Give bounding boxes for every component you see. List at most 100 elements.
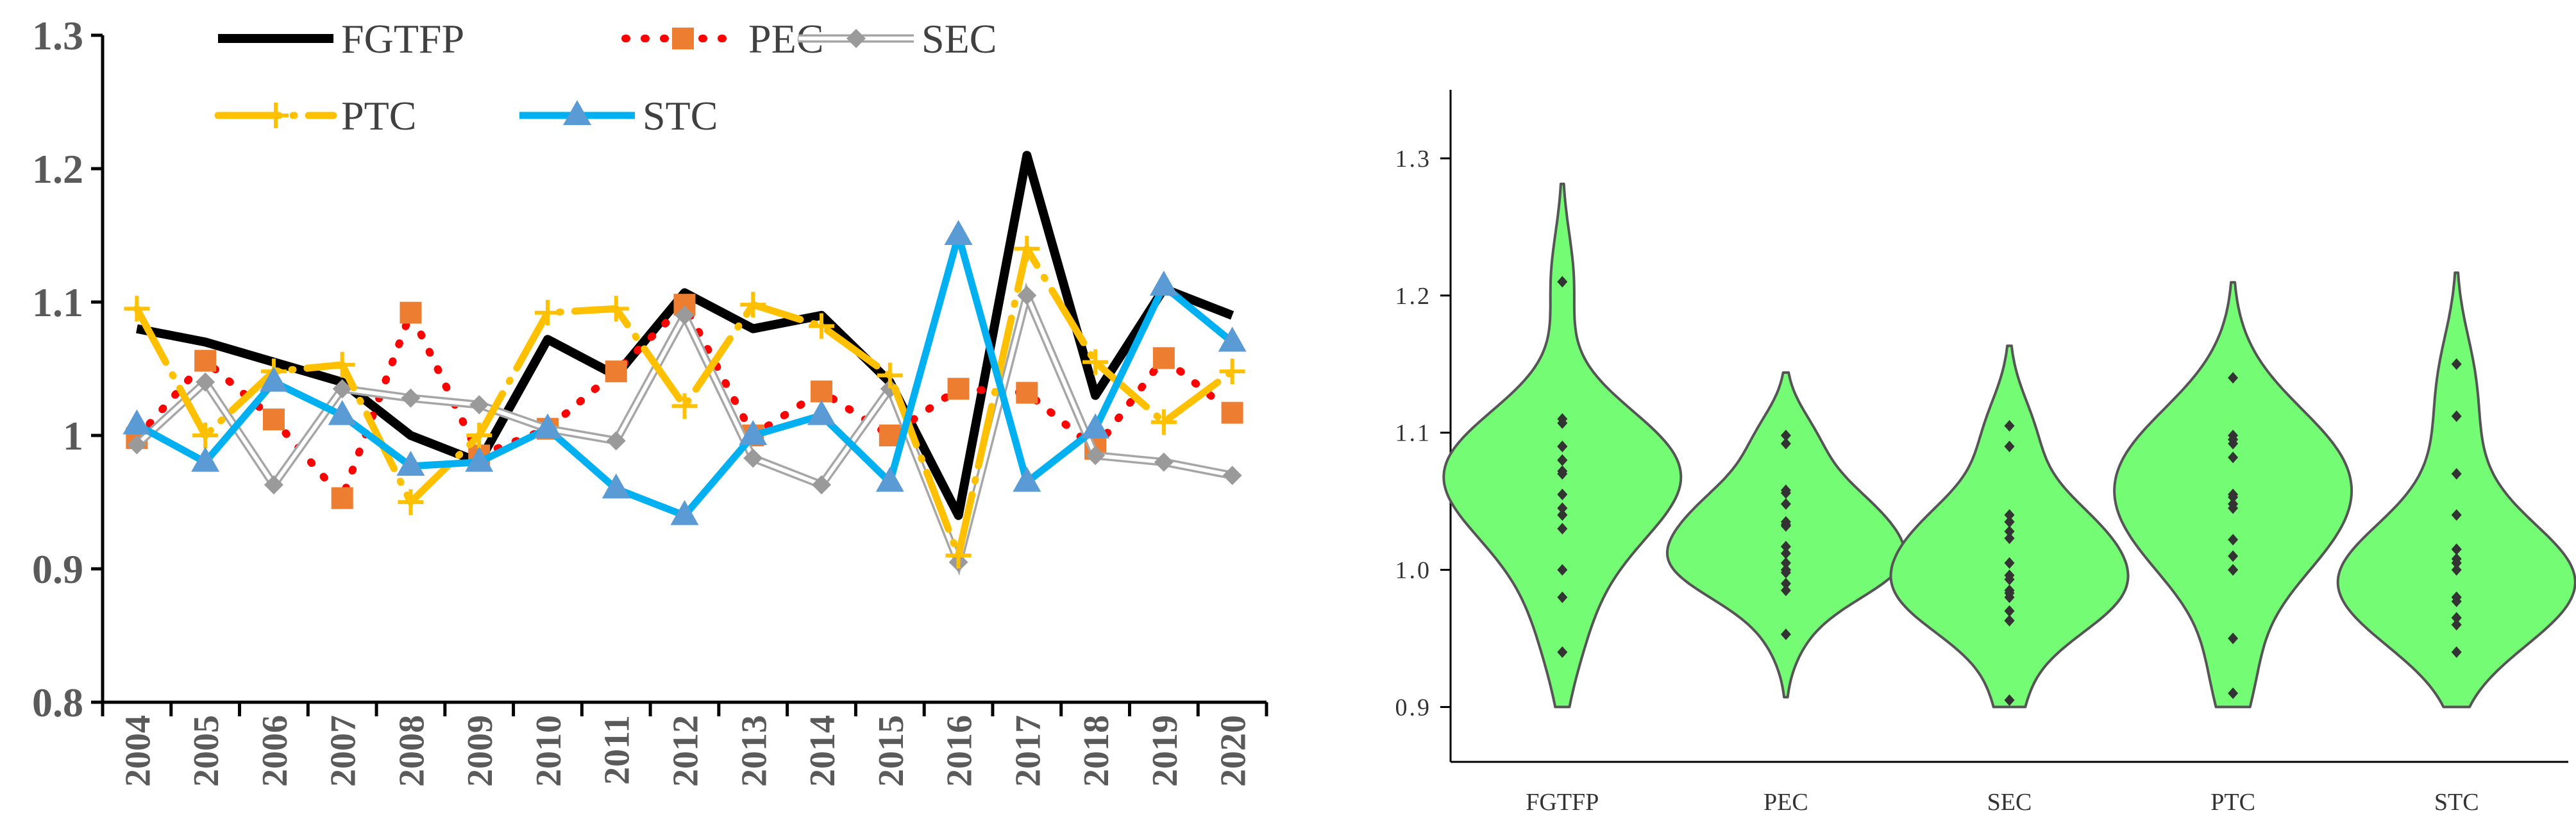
data-point-ptc — [466, 423, 492, 448]
data-point-pec — [1780, 628, 1791, 641]
data-point-sec — [469, 395, 489, 415]
data-point-stc — [944, 220, 973, 245]
data-point-stc — [1013, 466, 1041, 492]
data-point-ptc — [1014, 235, 1040, 262]
data-point-sec — [196, 372, 215, 392]
violin-body — [1665, 371, 1906, 699]
data-point-stc — [2451, 564, 2462, 576]
data-point-sec — [127, 435, 147, 455]
data-point-ptc — [2228, 632, 2239, 645]
line-chart-legend: FGTFP PEC SEC PTC STC — [214, 16, 997, 139]
data-point-stc — [1149, 271, 1178, 296]
data-point-pec — [1780, 498, 1791, 510]
data-point-sec — [2004, 694, 2015, 706]
data-point-stc — [1218, 326, 1247, 352]
data-point-pec — [262, 409, 285, 431]
line-chart-y-ticks: 0.8 0.9 1 1.1 1.2 1.3 — [32, 13, 103, 725]
y-tick-label: 1.3 — [1395, 146, 1432, 173]
data-point-ptc — [534, 299, 560, 326]
data-point-ptc — [2228, 372, 2239, 384]
data-point-sec — [2004, 509, 2015, 521]
data-point-ptc — [2228, 429, 2239, 441]
data-point-stc — [122, 409, 151, 435]
violin-stc — [2336, 271, 2576, 709]
x-tick-label: 2014 — [803, 715, 843, 787]
data-point-ptc — [2228, 451, 2239, 464]
data-point-pec — [1780, 584, 1791, 596]
data-point-sec — [2004, 605, 2015, 617]
data-point-pec — [1780, 520, 1791, 532]
data-point-pec — [1221, 401, 1243, 424]
data-point-ptc — [2228, 687, 2239, 700]
legend-entry-fgtfp: FGTFP — [218, 16, 464, 62]
data-point-stc — [807, 400, 836, 425]
x-tick-label: 2004 — [118, 715, 158, 787]
data-point-ptc — [329, 351, 355, 378]
y-tick-label: 0.9 — [1395, 694, 1432, 721]
data-point-fgtfp — [1557, 441, 1568, 453]
data-point-pec — [879, 425, 901, 446]
data-point-stc — [602, 473, 630, 499]
data-point-pec — [605, 360, 627, 383]
data-point-stc — [2451, 646, 2462, 658]
data-point-fgtfp — [1557, 413, 1568, 425]
y-tick-label: 1.3 — [32, 13, 83, 58]
line-chart: 0.80.911.11.21.3 2004 2005 2006 2007 2008 200… — [32, 13, 1268, 787]
data-point-fgtfp — [1557, 509, 1568, 521]
data-point-stc — [875, 466, 904, 492]
series-sec — [127, 282, 1242, 576]
x-tick-label: 2005 — [187, 715, 226, 787]
data-point-fgtfp — [1557, 591, 1568, 603]
data-point-sec — [1154, 452, 1174, 472]
violin-pec — [1665, 371, 1906, 699]
data-point-pec — [1780, 484, 1791, 496]
data-point-pec — [1780, 564, 1791, 576]
x-tick-label: FGTFP — [1526, 789, 1599, 816]
x-tick-label: 2015 — [871, 715, 911, 787]
data-point-sec — [743, 448, 763, 468]
data-point-sec — [2004, 614, 2015, 627]
data-point-pec — [331, 487, 353, 509]
violin-sec — [1889, 344, 2130, 709]
data-point-ptc — [124, 296, 150, 322]
series-line-stc — [135, 232, 1235, 519]
data-point-pec — [400, 301, 422, 324]
y-tick-label: 0.9 — [32, 546, 83, 592]
x-tick-label: 2017 — [1008, 715, 1048, 787]
violin-chart-x-ticks: FGTFP PEC SEC PTC STC — [1526, 789, 2479, 816]
x-tick-label: 2020 — [1214, 715, 1254, 787]
y-tick-label: 1.1 — [32, 280, 83, 325]
x-tick-label: PEC — [1764, 789, 1808, 816]
data-point-sec — [264, 475, 283, 494]
series-line-pec — [133, 301, 1236, 502]
data-point-fgtfp — [1557, 276, 1568, 288]
violin-fgtfp — [1442, 182, 1683, 709]
data-point-sec — [1086, 446, 1106, 466]
violin-chart-violins — [1442, 182, 2576, 709]
data-point-stc — [2451, 612, 2462, 624]
x-tick-label: 2016 — [940, 715, 980, 787]
legend-entry-stc: STC — [519, 93, 718, 139]
x-tick-label: 2019 — [1145, 715, 1185, 787]
data-point-pec — [1780, 429, 1791, 441]
data-point-ptc — [192, 423, 219, 448]
data-point-sec — [2004, 584, 2015, 596]
data-point-pec — [1016, 382, 1038, 404]
data-point-stc — [2451, 468, 2462, 480]
data-point-ptc — [945, 543, 972, 569]
data-point-ptc — [1219, 358, 1245, 385]
x-tick-label: STC — [2434, 789, 2479, 816]
legend-label: SEC — [922, 16, 997, 62]
legend-marker — [672, 28, 694, 49]
data-point-ptc — [1150, 409, 1177, 435]
x-tick-label: 2007 — [324, 715, 364, 787]
data-point-ptc — [2228, 488, 2239, 500]
data-point-stc — [2451, 619, 2462, 631]
data-point-sec — [2004, 532, 2015, 544]
legend-marker — [846, 29, 866, 48]
y-tick-label: 1.2 — [32, 146, 83, 192]
data-point-ptc — [809, 313, 835, 339]
data-point-ptc — [603, 296, 629, 322]
data-point-fgtfp — [1557, 465, 1568, 477]
